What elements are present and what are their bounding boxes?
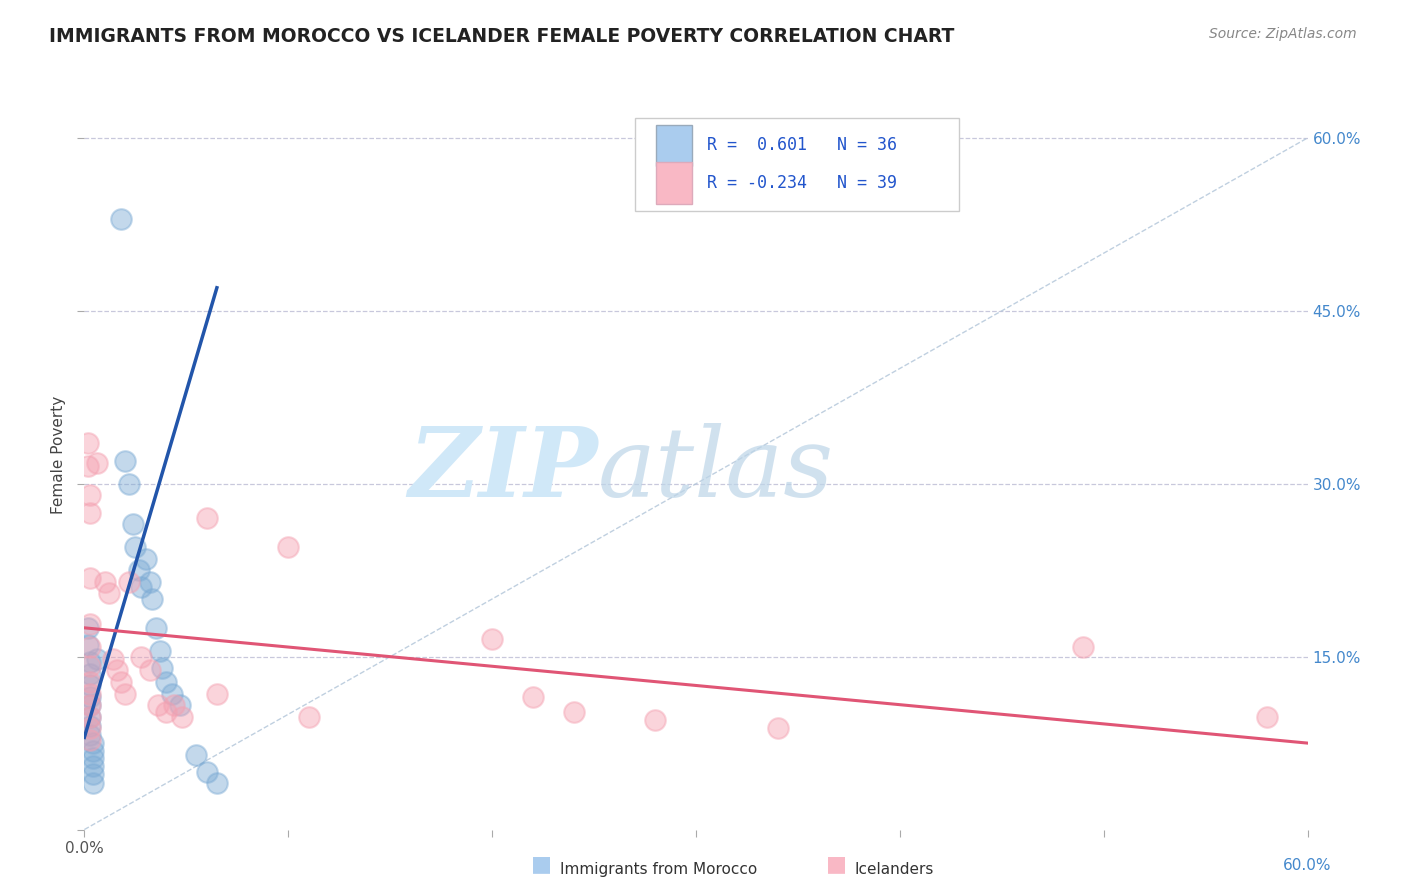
Point xyxy=(82,751,104,765)
Point xyxy=(155,705,177,719)
Point xyxy=(79,687,101,701)
Point xyxy=(160,687,183,701)
Point xyxy=(149,644,172,658)
Point xyxy=(79,506,101,520)
Point xyxy=(79,658,101,673)
Point xyxy=(150,661,173,675)
Text: atlas: atlas xyxy=(598,423,834,516)
Point xyxy=(79,667,101,681)
Point xyxy=(79,709,101,723)
Point xyxy=(172,709,194,723)
Text: ■: ■ xyxy=(531,854,551,873)
Point xyxy=(114,687,136,701)
Point xyxy=(1073,640,1095,655)
Point xyxy=(77,459,100,474)
Point xyxy=(128,563,150,577)
Point xyxy=(105,664,128,678)
Point xyxy=(79,698,101,712)
Point xyxy=(169,698,191,712)
Point xyxy=(298,709,321,723)
Point xyxy=(124,540,146,554)
Point xyxy=(93,574,115,589)
Point xyxy=(122,517,145,532)
Point xyxy=(138,574,160,589)
Point xyxy=(195,764,218,779)
Text: IMMIGRANTS FROM MOROCCO VS ICELANDER FEMALE POVERTY CORRELATION CHART: IMMIGRANTS FROM MOROCCO VS ICELANDER FEM… xyxy=(49,27,955,45)
Point xyxy=(79,571,101,585)
Point xyxy=(118,574,141,589)
Point xyxy=(82,736,104,750)
Point xyxy=(114,453,136,467)
Point xyxy=(163,698,186,712)
Point xyxy=(77,621,100,635)
Point xyxy=(110,675,132,690)
Point xyxy=(145,621,167,635)
Point xyxy=(138,664,160,678)
Text: 60.0%: 60.0% xyxy=(1284,858,1331,873)
Point xyxy=(118,476,141,491)
Point xyxy=(86,456,108,470)
Text: R = -0.234   N = 39: R = -0.234 N = 39 xyxy=(707,174,897,192)
Point xyxy=(131,649,153,664)
Point xyxy=(644,713,666,727)
Point xyxy=(186,747,208,762)
Point xyxy=(79,678,101,692)
Point xyxy=(79,690,101,704)
Point xyxy=(79,617,101,632)
Point xyxy=(79,488,101,502)
Point xyxy=(79,719,101,733)
Point xyxy=(522,690,544,704)
Point xyxy=(277,540,299,554)
Y-axis label: Female Poverty: Female Poverty xyxy=(51,396,66,514)
Text: R =  0.601   N = 36: R = 0.601 N = 36 xyxy=(707,136,897,154)
Point xyxy=(79,640,101,655)
Point xyxy=(79,675,101,690)
Point xyxy=(77,436,100,450)
Point xyxy=(82,759,104,773)
Point xyxy=(77,638,100,652)
Bar xyxy=(655,162,692,203)
Text: Source: ZipAtlas.com: Source: ZipAtlas.com xyxy=(1209,27,1357,41)
Point xyxy=(1256,709,1278,723)
Point xyxy=(481,632,503,647)
Point xyxy=(205,776,228,790)
Point xyxy=(101,652,124,666)
Point xyxy=(141,592,163,607)
Point xyxy=(766,721,789,735)
Point xyxy=(110,211,132,226)
Point xyxy=(82,744,104,758)
Point xyxy=(195,511,218,525)
Point xyxy=(79,728,101,742)
Text: Immigrants from Morocco: Immigrants from Morocco xyxy=(560,863,756,877)
Point xyxy=(79,698,101,712)
Text: ■: ■ xyxy=(827,854,846,873)
Point xyxy=(86,652,108,666)
Point xyxy=(146,698,169,712)
Point xyxy=(131,581,153,595)
Point xyxy=(135,551,157,566)
FancyBboxPatch shape xyxy=(636,118,959,211)
Text: ZIP: ZIP xyxy=(409,423,598,516)
Text: Icelanders: Icelanders xyxy=(855,863,934,877)
Point xyxy=(79,732,101,747)
Point xyxy=(82,776,104,790)
Point xyxy=(155,675,177,690)
Point xyxy=(205,687,228,701)
Bar xyxy=(655,125,692,166)
Point xyxy=(79,656,101,670)
Point xyxy=(79,709,101,723)
Point xyxy=(562,705,585,719)
Point xyxy=(97,586,120,600)
Point xyxy=(82,767,104,781)
Point xyxy=(79,721,101,735)
